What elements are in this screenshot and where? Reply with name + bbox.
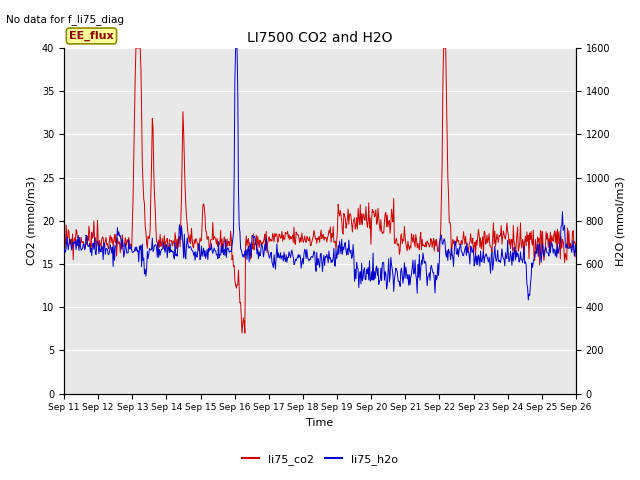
Text: No data for f_li75_diag: No data for f_li75_diag — [6, 14, 124, 25]
Text: EE_flux: EE_flux — [69, 31, 114, 41]
X-axis label: Time: Time — [307, 418, 333, 428]
Y-axis label: H2O (mmol/m3): H2O (mmol/m3) — [616, 176, 626, 265]
Title: LI7500 CO2 and H2O: LI7500 CO2 and H2O — [247, 32, 393, 46]
Y-axis label: CO2 (mmol/m3): CO2 (mmol/m3) — [26, 176, 36, 265]
Legend: li75_co2, li75_h2o: li75_co2, li75_h2o — [238, 450, 402, 469]
